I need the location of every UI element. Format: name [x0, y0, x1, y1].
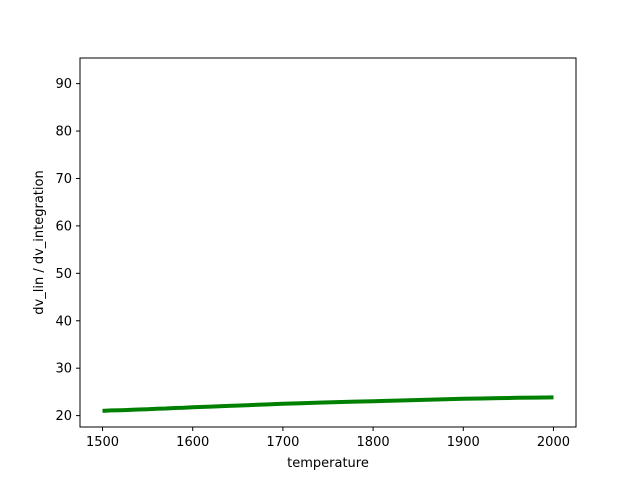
x-axis-label: temperature: [287, 456, 369, 471]
y-tick-label: 50: [55, 267, 72, 282]
series-layer: [102, 395, 554, 413]
y-tick-label: 70: [55, 172, 72, 187]
plot-frame: [79, 57, 577, 428]
plot-area: [80, 58, 576, 427]
y-tick-label: 90: [55, 77, 72, 92]
y-tick-label: 60: [55, 219, 72, 234]
x-tick-label: 1900: [447, 435, 480, 450]
x-tick-label: 2000: [537, 435, 570, 450]
x-tick-label: 1800: [357, 435, 390, 450]
y-axis-label: dv_lin / dv_integration: [32, 170, 47, 314]
x-tick-label: 1500: [86, 435, 119, 450]
y-tick-label: 20: [55, 409, 72, 424]
y-tick-label: 40: [55, 314, 72, 329]
x-axis: 1500 1600 1700 1800 1900 2000: [86, 427, 570, 450]
series-line: [102, 395, 554, 413]
y-axis: 20 30 40 50 60 70 80 90: [55, 77, 80, 424]
x-tick-label: 1600: [176, 435, 209, 450]
y-tick-label: 80: [55, 125, 72, 140]
x-tick-label: 1700: [266, 435, 299, 450]
y-tick-label: 30: [55, 362, 72, 377]
